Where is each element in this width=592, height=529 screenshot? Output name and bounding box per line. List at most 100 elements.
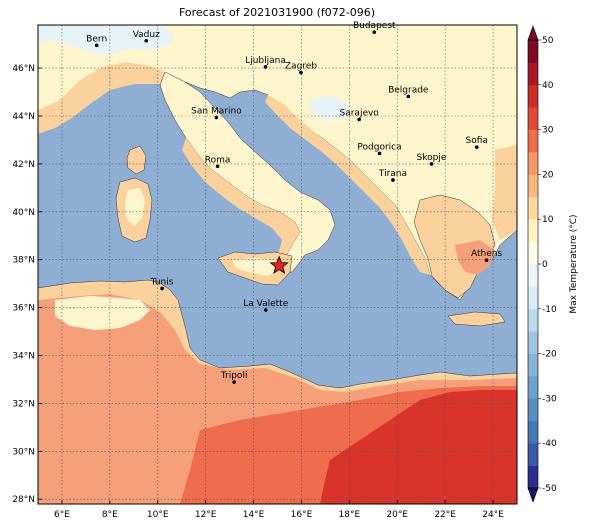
colorbar-tick-label: 40 <box>542 81 554 91</box>
city-dot <box>357 117 361 122</box>
city-dot <box>474 145 479 149</box>
italy-west-warm <box>182 138 300 272</box>
colorbar-band <box>528 84 538 108</box>
city-name: Budapest <box>353 21 396 31</box>
city-name: Skopje <box>417 153 447 163</box>
city-dot <box>484 258 489 262</box>
greece-hot <box>455 240 495 275</box>
balkans-coast-warm <box>265 95 430 275</box>
lat-tick-label: 40°N <box>12 208 35 218</box>
lat-tick-label: 30°N <box>12 447 35 457</box>
city-dot <box>406 94 411 99</box>
alps-snow <box>38 25 175 55</box>
colorbar-band <box>528 62 538 86</box>
colorbar-band <box>528 398 538 422</box>
city-name: Sarajevo <box>340 108 380 118</box>
city-name: Tunis <box>150 277 174 287</box>
colorbar-tick-label: -50 <box>542 484 557 494</box>
lat-tick-label: 38°N <box>12 256 35 266</box>
map-frame <box>37 24 518 505</box>
lat-tick-label: 42°N <box>12 160 35 170</box>
lat-tick-label: 28°N <box>12 495 35 505</box>
colorbar-band <box>528 174 538 198</box>
map-title: Forecast of 2021031900 (f072-096) <box>178 6 376 19</box>
colorbar-tick-label: 20 <box>542 170 554 180</box>
location-star-marker <box>269 255 289 274</box>
lat-tick-label: 36°N <box>12 304 35 314</box>
city-dot <box>372 30 377 34</box>
city-name: Zagreb <box>285 62 317 72</box>
colorbar-band <box>528 308 538 332</box>
city-dot <box>377 151 382 156</box>
colorbar-tick-label: 10 <box>542 215 554 225</box>
city-name: Podgorica <box>357 142 401 152</box>
city-dot <box>263 308 268 312</box>
star-icon <box>269 255 289 274</box>
turkey-coast <box>492 145 517 240</box>
colorbar-band <box>528 40 538 63</box>
colorbar-band <box>528 420 538 444</box>
lat-tick-label: 44°N <box>12 112 35 122</box>
city-name: Belgrade <box>388 85 429 95</box>
city-name: San Marino <box>191 106 242 116</box>
africa-very-hot <box>320 390 517 504</box>
city-dot <box>391 178 395 182</box>
colorbar-tick-label: 0 <box>542 260 548 270</box>
colorbar-label: Max Temperature (°C) <box>569 214 579 313</box>
city-dot <box>215 164 220 169</box>
city-dot <box>94 43 99 48</box>
city-name: Tirana <box>378 169 407 179</box>
lon-tick-label: 6°E <box>54 510 70 520</box>
lat-tick-label: 32°N <box>12 399 35 409</box>
lon-tick-label: 10°E <box>147 510 169 520</box>
colorbar-band <box>528 465 538 489</box>
city-dot <box>232 380 236 384</box>
colorbar-tick-label: 50 <box>542 36 554 46</box>
colorbar-band <box>528 331 538 354</box>
corsica <box>126 145 147 175</box>
colorbar-band <box>528 286 538 310</box>
latitude-ticks: 28°N 30°N 32°N 34°N 36°N 38°N 40°N 42°N 44°N 46°N <box>12 64 42 505</box>
tunisia-cool <box>55 296 150 330</box>
city-name: La Valette <box>243 299 288 309</box>
city-dot <box>299 70 303 75</box>
city-dot <box>263 65 268 69</box>
colorbar-tick-label: -20 <box>542 350 557 360</box>
city-name: Sofia <box>466 136 488 146</box>
colorbar-extend-max <box>527 25 539 41</box>
colorbar-band <box>528 107 538 130</box>
city-name: Athens <box>471 249 502 259</box>
colorbar-band <box>528 241 538 265</box>
colorbar-band <box>528 129 538 153</box>
colorbar-band <box>528 264 538 287</box>
lon-tick-label: 18°E <box>339 510 361 520</box>
lat-tick-label: 34°N <box>12 352 35 362</box>
sardinia-inland <box>125 188 145 226</box>
lon-tick-label: 12°E <box>195 510 217 520</box>
colorbar-tick-label: 30 <box>542 126 554 136</box>
graticule <box>38 25 517 504</box>
colorbar-band <box>528 353 538 377</box>
city-name: Ljubljana <box>245 56 286 66</box>
city-dot <box>429 162 434 166</box>
colorbar-tick-label: -40 <box>542 439 557 449</box>
lat-tick-label: 46°N <box>12 64 35 74</box>
crete <box>447 311 506 327</box>
city-dot <box>144 39 149 43</box>
city-dot <box>214 115 219 120</box>
city-name: Tripoli <box>220 371 248 381</box>
city-name: Bern <box>86 34 107 44</box>
colorbar-tick-label: -10 <box>542 305 557 315</box>
lon-tick-label: 22°E <box>434 510 456 520</box>
city-name: Roma <box>205 155 231 165</box>
colorbar-tick-label: -30 <box>542 394 557 404</box>
lon-tick-label: 20°E <box>386 510 408 520</box>
colorbar-band <box>528 443 538 466</box>
temperature-colorbar: -50 -40 -30 -20 -10 0 10 20 30 40 50 Max Temperatur… <box>527 25 579 503</box>
colorbar-band <box>528 152 538 175</box>
lon-tick-label: 8°E <box>102 510 118 520</box>
sicily-inland <box>232 258 282 276</box>
colorbar-band <box>528 219 538 242</box>
